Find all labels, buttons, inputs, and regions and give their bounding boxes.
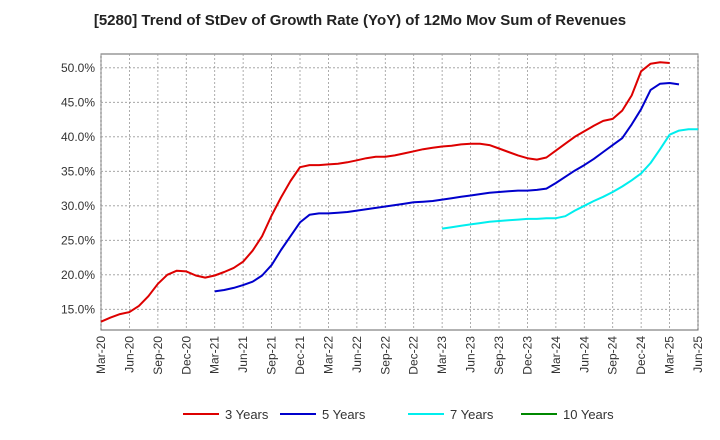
series-line-3-years (100, 61, 670, 323)
x-tick-label: Dec-21 (293, 336, 307, 375)
y-tick-label: 15.0% (61, 302, 95, 316)
y-tick-label: 20.0% (61, 268, 95, 282)
legend-label-7-years: 7 Years (450, 407, 494, 422)
series-line-5-years (214, 82, 680, 293)
x-tick-label: Jun-24 (577, 336, 591, 373)
x-tick-label: Mar-25 (663, 336, 677, 374)
legend-label-3-years: 3 Years (225, 407, 269, 422)
x-tick-label: Mar-22 (321, 336, 335, 374)
legend-label-5-years: 5 Years (322, 407, 366, 422)
x-tick-label: Sep-23 (492, 336, 506, 375)
series-lines (100, 61, 698, 323)
y-tick-label: 40.0% (61, 130, 95, 144)
legend-label-10-years: 10 Years (563, 407, 614, 422)
y-tick-label: 35.0% (61, 164, 95, 178)
x-tick-label: Jun-23 (464, 336, 478, 373)
series-line-7-years (441, 128, 698, 230)
y-tick-label: 30.0% (61, 199, 95, 213)
x-tick-label: Dec-22 (407, 336, 421, 375)
x-tick-label: Sep-20 (151, 336, 165, 375)
x-tick-label: Mar-21 (208, 336, 222, 374)
y-tick-label: 50.0% (61, 61, 95, 75)
x-tick-label: Mar-20 (94, 336, 108, 374)
x-tick-label: Dec-20 (179, 336, 193, 375)
x-tick-label: Jun-22 (350, 336, 364, 373)
x-tick-label: Sep-21 (265, 336, 279, 375)
y-tick-label: 45.0% (61, 95, 95, 109)
x-tick-label: Sep-24 (606, 336, 620, 375)
legend: 3 Years 5 Years 7 Years 10 Years (183, 407, 614, 422)
plot-area (100, 53, 699, 331)
axes: 15.0% 20.0% 25.0% 30.0% 35.0% 40.0% 45.0% 50.0%… (61, 61, 705, 375)
x-tick-label: Jun-20 (122, 336, 136, 373)
x-tick-label: Mar-23 (435, 336, 449, 374)
x-tick-label: Sep-22 (378, 336, 392, 375)
chart-title: [5280] Trend of StDev of Growth Rate (Yo… (93, 12, 627, 29)
x-tick-label: Jun-25 (691, 336, 705, 373)
x-tick-label: Dec-23 (520, 336, 534, 375)
y-tick-label: 25.0% (61, 233, 95, 247)
x-tick-label: Mar-24 (549, 336, 563, 374)
x-tick-label: Jun-21 (236, 336, 250, 373)
x-tick-label: Dec-24 (634, 336, 648, 375)
